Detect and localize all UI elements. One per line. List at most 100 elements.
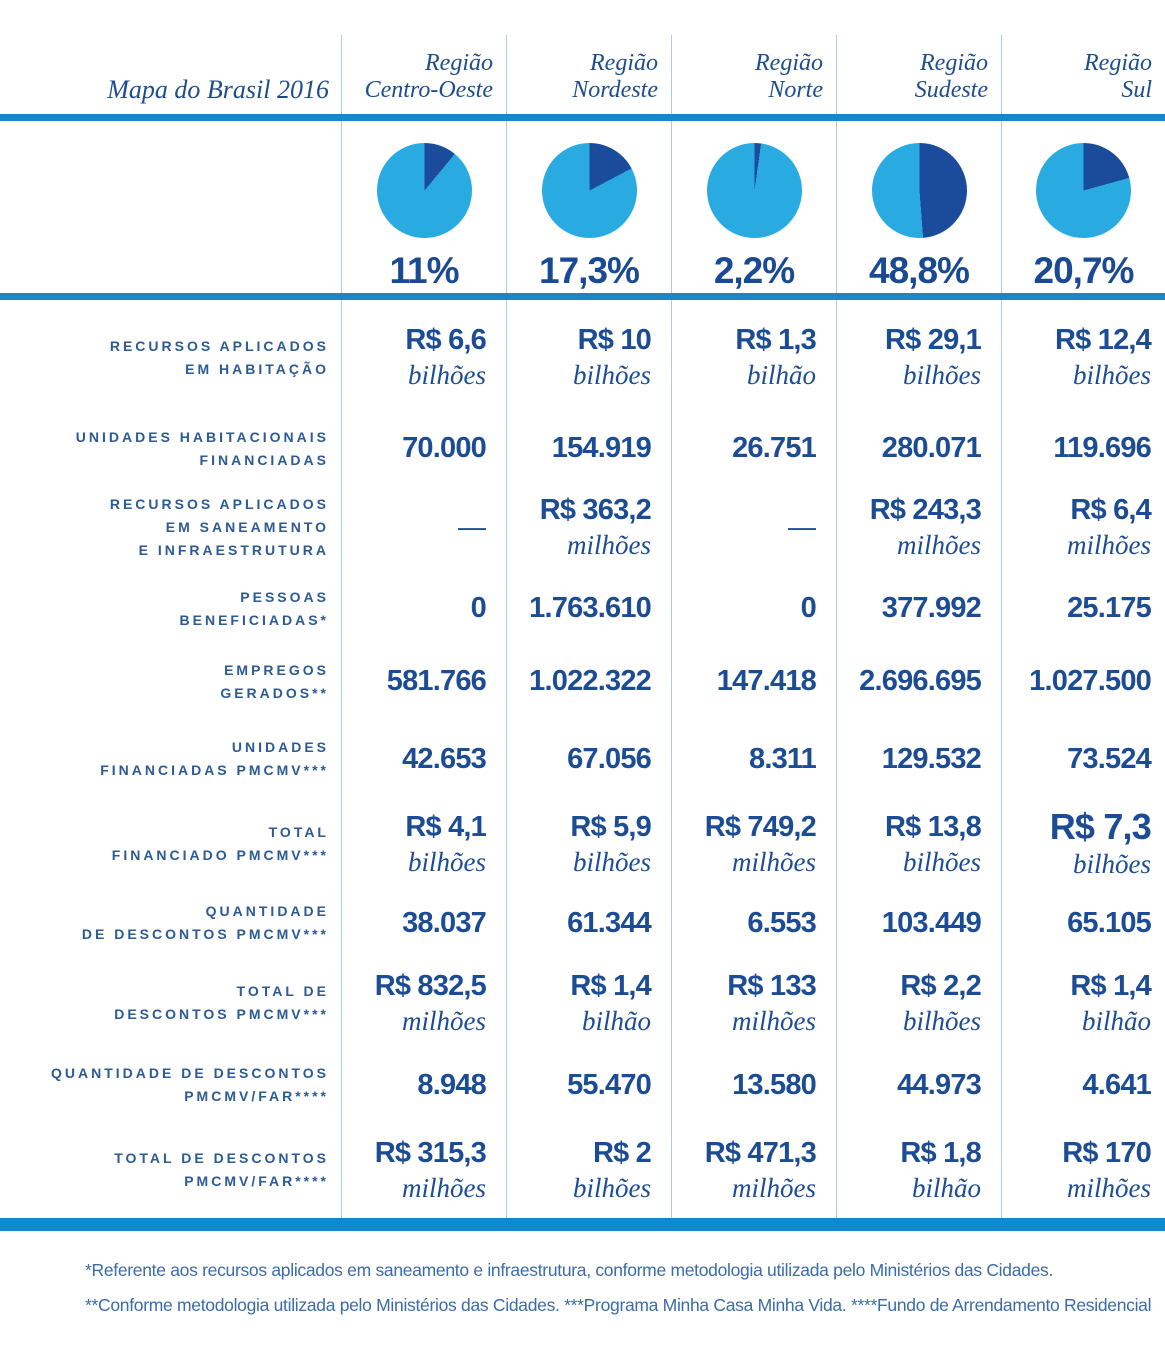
value-unit: bilhões <box>1073 360 1151 390</box>
value-number: 0 <box>800 592 817 624</box>
value-cell: 8.948 <box>341 1048 506 1122</box>
percent-label-sudeste: 48,8% <box>869 250 970 291</box>
row-label: EMPREGOS GERADOS** <box>0 645 341 718</box>
value-number: R$ 13,8 <box>885 810 982 843</box>
row-label: RECURSOS APLICADOS EM SANEAMENTO E INFRAES… <box>0 482 341 572</box>
row-label-line: QUANTIDADE DE DESCONTOS <box>51 1065 329 1081</box>
value-number: R$ 4,1 <box>405 810 486 843</box>
column-header-line1: Região <box>920 50 988 76</box>
row-label-line: FINANCIADAS PMCMV*** <box>100 762 329 778</box>
value-number: 44.973 <box>897 1068 982 1101</box>
value-cell: 65.105 <box>1001 888 1165 958</box>
value-unit: milhões <box>567 529 651 560</box>
value-number: 147.418 <box>716 665 817 697</box>
value-number: R$ 471,3 <box>704 1136 817 1169</box>
value-cell: 581.766 <box>341 645 506 718</box>
value-cell: R$ 1,8 bilhão <box>836 1122 1001 1218</box>
value-cell: 8.311 <box>671 718 836 800</box>
column-header-line1: Região <box>425 50 493 76</box>
column-header-line1: Região <box>590 50 658 76</box>
column-header-line2: Nordeste <box>572 77 658 103</box>
column-header-line2: Centro-Oeste <box>364 77 493 103</box>
pie-cell-sul: 20,7% <box>1001 121 1165 293</box>
row-label-line: EMPREGOS <box>224 661 329 678</box>
value-unit: milhões <box>732 1005 816 1036</box>
table-row: QUANTIDADE DE DESCONTOS PMCMV/FAR**** 8.94… <box>0 1048 1165 1122</box>
value-cell: 377.992 <box>836 572 1001 645</box>
value-cell: R$ 1,4 bilhão <box>506 958 671 1048</box>
value-cell: R$ 1,3 bilhão <box>671 300 836 415</box>
pie-chart-norte-icon <box>706 143 802 238</box>
bottom-bar-divider <box>0 1218 1165 1231</box>
table-row: RECURSOS APLICADOS EM HABITAÇÃO R$ 6,6 bilh… <box>0 300 1165 415</box>
table-row: TOTAL DE DESCONTOS PMCMV/FAR**** R$ 315,3 m… <box>0 1122 1165 1218</box>
pie-chart-nordeste-icon <box>541 143 637 238</box>
value-cell: 147.418 <box>671 645 836 718</box>
row-label: TOTAL FINANCIADO PMCMV*** <box>0 800 341 888</box>
row-label-line: GERADOS** <box>220 684 329 701</box>
row-label-line: BENEFICIADAS* <box>179 611 329 628</box>
value-number: 73.524 <box>1067 742 1152 775</box>
pie-row-empty-cell <box>0 121 341 293</box>
value-cell: 129.532 <box>836 718 1001 800</box>
value-cell: R$ 2,2 bilhões <box>836 958 1001 1048</box>
data-rows: RECURSOS APLICADOS EM HABITAÇÃO R$ 6,6 bilh… <box>0 300 1165 1218</box>
value-cell: 119.696 <box>1001 415 1165 482</box>
value-cell: R$ 6,6 bilhões <box>341 300 506 415</box>
value-unit: milhões <box>732 1172 816 1203</box>
row-label-line: UNIDADES <box>231 739 329 755</box>
value-number: R$ 7,3 <box>1049 806 1152 847</box>
value-number: 2.696.695 <box>859 665 982 697</box>
column-header-sudeste: Região Sudeste <box>836 35 1001 114</box>
value-dash: — <box>458 511 486 542</box>
row-label-line: TOTAL DE <box>236 983 329 999</box>
value-cell: — <box>671 482 836 572</box>
percent-label-sul: 20,7% <box>1033 250 1135 291</box>
value-number: 377.992 <box>881 592 982 624</box>
row-label-line: TOTAL <box>268 824 329 840</box>
value-number: R$ 832,5 <box>374 969 487 1002</box>
value-cell: 1.022.322 <box>506 645 671 718</box>
value-unit: bilhão <box>581 1005 651 1036</box>
value-number: R$ 243,3 <box>869 493 982 526</box>
value-number: 0 <box>470 592 487 624</box>
value-unit: bilhões <box>573 1172 651 1203</box>
value-cell: 42.653 <box>341 718 506 800</box>
value-cell: R$ 13,8 bilhões <box>836 800 1001 888</box>
row-label-line: UNIDADES HABITACIONAIS <box>75 428 329 445</box>
row-label-line: FINANCIADAS <box>199 451 329 468</box>
value-cell: R$ 4,1 bilhões <box>341 800 506 888</box>
value-number: R$ 1,4 <box>570 969 651 1002</box>
value-cell: 55.470 <box>506 1048 671 1122</box>
value-dash: — <box>788 511 816 542</box>
value-number: 119.696 <box>1053 432 1151 464</box>
pie-chart-sul-icon <box>1036 143 1131 238</box>
pie-chart-centro-oeste-icon <box>376 143 472 238</box>
row-label-line: QUANTIDADE <box>205 903 329 919</box>
row-label-line: DESCONTOS PMCMV*** <box>114 1006 329 1022</box>
pie-chart-sudeste-icon <box>871 143 967 238</box>
value-number: R$ 12,4 <box>1055 324 1152 356</box>
value-number: R$ 10 <box>577 324 652 356</box>
value-number: R$ 133 <box>727 969 817 1002</box>
value-cell: 25.175 <box>1001 572 1165 645</box>
row-label-line: RECURSOS APLICADOS <box>109 337 329 354</box>
value-cell: R$ 2 bilhões <box>506 1122 671 1218</box>
value-number: 6.553 <box>747 906 816 939</box>
value-cell: 1.763.610 <box>506 572 671 645</box>
footnotes: *Referente aos recursos aplicados em san… <box>85 1253 1165 1323</box>
column-header-sul: Região Sul <box>1001 35 1165 114</box>
value-cell: 2.696.695 <box>836 645 1001 718</box>
row-label: TOTAL DE DESCONTOS PMCMV*** <box>0 958 341 1048</box>
value-number: R$ 6,4 <box>1070 493 1151 526</box>
table-row: UNIDADES HABITACIONAIS FINANCIADAS 70.000 1… <box>0 415 1165 482</box>
row-label-line: DE DESCONTOS PMCMV*** <box>81 926 329 942</box>
page-title-cell: Mapa do Brasil 2016 <box>0 35 341 114</box>
row-label: RECURSOS APLICADOS EM HABITAÇÃO <box>0 300 341 415</box>
column-header-line2: Sudeste <box>914 77 988 103</box>
row-label-line: FINANCIADO PMCMV*** <box>111 847 329 863</box>
value-cell: R$ 243,3 milhões <box>836 482 1001 572</box>
value-number: 103.449 <box>881 906 982 939</box>
column-header-line1: Região <box>1084 50 1152 76</box>
